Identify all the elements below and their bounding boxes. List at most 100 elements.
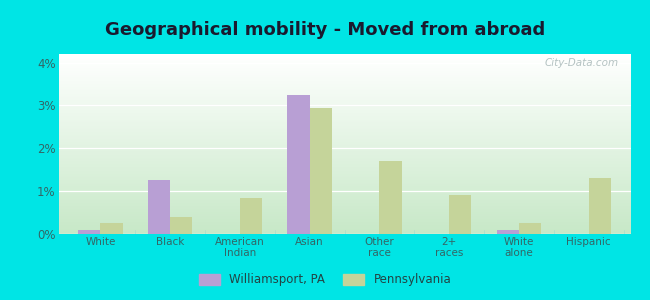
Bar xyxy=(58,220,630,221)
Bar xyxy=(58,68,630,69)
Bar xyxy=(58,83,630,84)
Bar xyxy=(58,156,630,157)
Bar xyxy=(58,80,630,81)
Bar xyxy=(58,189,630,190)
Bar xyxy=(58,129,630,130)
Bar xyxy=(58,104,630,105)
Bar xyxy=(58,142,630,143)
Bar xyxy=(58,207,630,208)
Bar xyxy=(519,223,541,234)
Bar xyxy=(58,90,630,91)
Bar xyxy=(58,152,630,153)
Bar xyxy=(58,134,630,135)
Bar xyxy=(78,230,100,234)
Bar xyxy=(58,221,630,222)
Bar xyxy=(58,137,630,138)
Bar xyxy=(58,205,630,206)
Bar xyxy=(170,217,192,234)
Bar xyxy=(58,202,630,203)
Bar xyxy=(58,55,630,56)
Bar xyxy=(58,179,630,180)
Bar xyxy=(58,182,630,183)
Bar xyxy=(58,72,630,73)
Bar xyxy=(58,195,630,196)
Bar xyxy=(58,58,630,59)
Bar xyxy=(58,199,630,200)
Bar xyxy=(58,133,630,134)
Bar xyxy=(58,107,630,108)
Bar xyxy=(58,229,630,230)
Bar xyxy=(58,178,630,179)
Bar xyxy=(58,114,630,115)
Bar xyxy=(58,124,630,125)
Bar xyxy=(58,64,630,65)
Bar xyxy=(58,57,630,58)
Legend: Williamsport, PA, Pennsylvania: Williamsport, PA, Pennsylvania xyxy=(194,269,456,291)
Bar xyxy=(58,106,630,107)
Bar xyxy=(58,143,630,144)
Bar xyxy=(58,77,630,78)
Bar xyxy=(58,145,630,146)
Bar xyxy=(58,75,630,76)
Bar xyxy=(58,65,630,66)
Bar xyxy=(58,174,630,175)
Bar xyxy=(58,127,630,128)
Bar xyxy=(58,209,630,210)
Bar xyxy=(58,155,630,156)
Bar xyxy=(58,210,630,211)
Bar xyxy=(58,165,630,166)
Bar xyxy=(58,139,630,140)
Bar xyxy=(58,185,630,186)
Bar xyxy=(58,89,630,90)
Bar xyxy=(287,95,309,234)
Bar xyxy=(58,92,630,93)
Bar xyxy=(58,85,630,86)
Bar xyxy=(58,97,630,98)
Bar xyxy=(58,108,630,109)
Bar xyxy=(58,171,630,172)
Bar xyxy=(58,105,630,106)
Bar xyxy=(58,157,630,158)
Bar xyxy=(100,223,123,234)
Bar xyxy=(58,85,630,86)
Bar xyxy=(58,173,630,174)
Bar xyxy=(58,163,630,164)
Bar xyxy=(58,169,630,170)
Bar xyxy=(497,230,519,234)
Bar xyxy=(58,192,630,193)
Bar xyxy=(58,230,630,231)
Bar xyxy=(58,136,630,137)
Bar xyxy=(58,201,630,202)
Bar xyxy=(58,177,630,178)
Bar xyxy=(58,102,630,103)
Bar xyxy=(58,116,630,117)
Bar xyxy=(58,98,630,99)
Bar xyxy=(58,151,630,152)
Bar xyxy=(58,56,630,57)
Bar xyxy=(589,178,611,234)
Bar xyxy=(58,135,630,136)
Bar xyxy=(58,110,630,111)
Bar xyxy=(58,131,630,132)
Bar xyxy=(449,195,471,234)
Bar xyxy=(58,70,630,71)
Bar xyxy=(58,144,630,145)
Bar xyxy=(58,162,630,163)
Bar xyxy=(58,227,630,228)
Bar xyxy=(58,161,630,162)
Bar xyxy=(58,166,630,167)
Bar xyxy=(58,184,630,185)
Text: City-Data.com: City-Data.com xyxy=(545,58,619,68)
Bar xyxy=(58,82,630,83)
Bar xyxy=(58,158,630,159)
Bar xyxy=(58,117,630,118)
Bar xyxy=(58,228,630,229)
Bar xyxy=(58,168,630,169)
Bar xyxy=(58,95,630,96)
Bar xyxy=(58,202,630,203)
Bar xyxy=(58,194,630,195)
Bar xyxy=(58,128,630,129)
Bar xyxy=(58,88,630,89)
Bar xyxy=(58,148,630,149)
Bar xyxy=(58,226,630,227)
